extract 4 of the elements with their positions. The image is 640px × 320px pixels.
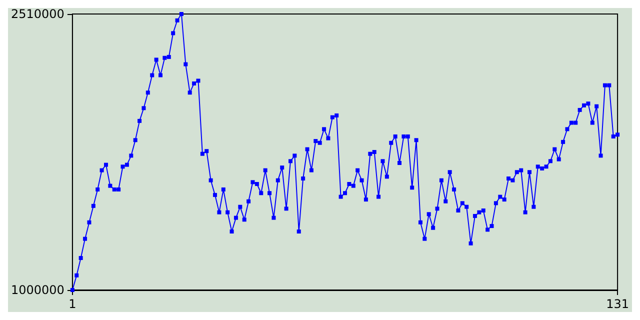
y-tick-label: 2510000 xyxy=(10,7,64,21)
x-tick-label: 131 xyxy=(606,297,629,311)
x-tick-label: 1 xyxy=(68,297,76,311)
y-tick-label: 1000000 xyxy=(10,283,64,297)
